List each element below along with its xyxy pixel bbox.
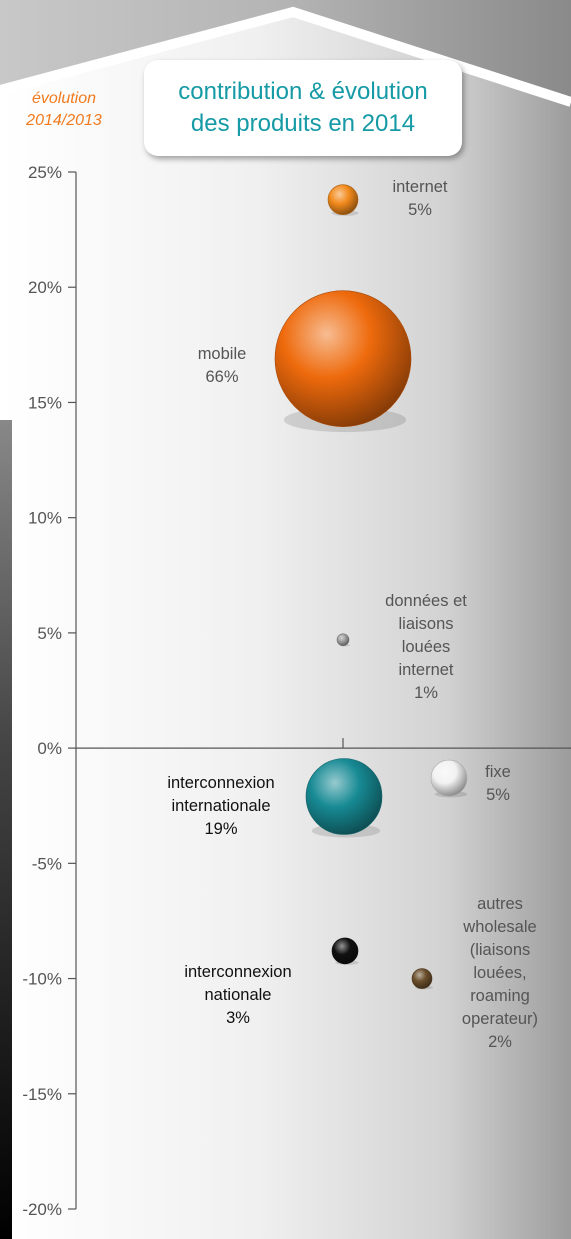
bubble-interconnexion-internationale xyxy=(305,758,383,835)
bubble-label-donn-es-et-liaisons-lou-es-internet: louées xyxy=(402,638,451,656)
bubble-label-internet: internet xyxy=(392,178,447,196)
bubble-donn-es-et-liaisons-lou-es-internet xyxy=(336,633,350,647)
chart-title-box: contribution & évolution des produits en… xyxy=(144,60,462,156)
bubble-label-donn-es-et-liaisons-lou-es-internet: liaisons xyxy=(398,615,453,633)
y-axis-label-line-2: 2014/2013 xyxy=(26,112,102,129)
bubble-fixe xyxy=(430,759,468,797)
bubble-label-mobile: 66% xyxy=(205,368,238,386)
bubble-label-autres-wholesale-liaisons-lou-es-roaming-operateur-: operateur) xyxy=(462,1010,538,1028)
y-tick-label: -15% xyxy=(22,1085,62,1104)
y-tick-label: -5% xyxy=(32,854,62,873)
y-tick-label: 15% xyxy=(28,393,62,412)
bubble-label-internet: 5% xyxy=(408,201,432,219)
y-tick-labels: 25% 20% 15% 10% 5% 0% -5% -10% -15% -20% xyxy=(22,163,62,1219)
bubble-label-donn-es-et-liaisons-lou-es-internet: 1% xyxy=(414,684,438,702)
bubble-label-interconnexion-nationale: 3% xyxy=(226,1009,250,1027)
bubble-label-donn-es-et-liaisons-lou-es-internet: données et xyxy=(385,592,467,610)
y-axis-label: évolution 2014/2013 xyxy=(0,88,128,132)
bubble-label-autres-wholesale-liaisons-lou-es-roaming-operateur-: 2% xyxy=(488,1033,512,1051)
y-tick-label: 20% xyxy=(28,278,62,297)
bubble-label-autres-wholesale-liaisons-lou-es-roaming-operateur-: louées, xyxy=(473,964,526,982)
bubbles xyxy=(274,184,468,990)
roof-line xyxy=(0,6,571,107)
y-axis-label-line-1: évolution xyxy=(31,90,97,107)
bubble-label-autres-wholesale-liaisons-lou-es-roaming-operateur-: roaming xyxy=(470,987,530,1005)
bubble-label-autres-wholesale-liaisons-lou-es-roaming-operateur-: autres xyxy=(477,895,523,913)
bubble-interconnexion-nationale xyxy=(331,937,359,965)
left-edge-shadow xyxy=(0,420,12,1239)
y-tick-label: 5% xyxy=(37,624,62,643)
bubble-label-fixe: fixe xyxy=(485,763,511,781)
y-tick-label: 25% xyxy=(28,163,62,182)
bubble-autres-wholesale-liaisons-lou-es-roaming-operateur- xyxy=(411,968,433,989)
y-tick-label: 0% xyxy=(37,739,62,758)
bubble-labels: internet 5% mobile 66% données et liaisons lou… xyxy=(167,178,538,1051)
bubble-label-autres-wholesale-liaisons-lou-es-roaming-operateur-: wholesale xyxy=(462,918,536,936)
axes xyxy=(68,171,571,1210)
y-tick-label: 10% xyxy=(28,509,62,528)
bubble-label-interconnexion-internationale: interconnexion xyxy=(167,774,274,792)
bubble-label-interconnexion-nationale: interconnexion xyxy=(184,963,291,981)
bubble-label-donn-es-et-liaisons-lou-es-internet: internet xyxy=(398,661,453,679)
bubble-label-fixe: 5% xyxy=(486,786,510,804)
y-tick-label: -10% xyxy=(22,970,62,989)
bubble-mobile xyxy=(274,290,412,427)
chart-title-line-1: contribution & évolution xyxy=(178,78,428,105)
bubble-label-interconnexion-internationale: 19% xyxy=(204,820,237,838)
bubble-label-interconnexion-internationale: internationale xyxy=(171,797,270,815)
bubble-label-autres-wholesale-liaisons-lou-es-roaming-operateur-: (liaisons xyxy=(470,941,531,959)
bubble-label-mobile: mobile xyxy=(198,345,247,363)
bubble-label-interconnexion-nationale: nationale xyxy=(205,986,272,1004)
y-tick-label: -20% xyxy=(22,1200,62,1219)
house-shape xyxy=(0,10,571,1239)
chart-title-line-2: des produits en 2014 xyxy=(190,110,416,137)
bubble-internet xyxy=(327,184,359,215)
